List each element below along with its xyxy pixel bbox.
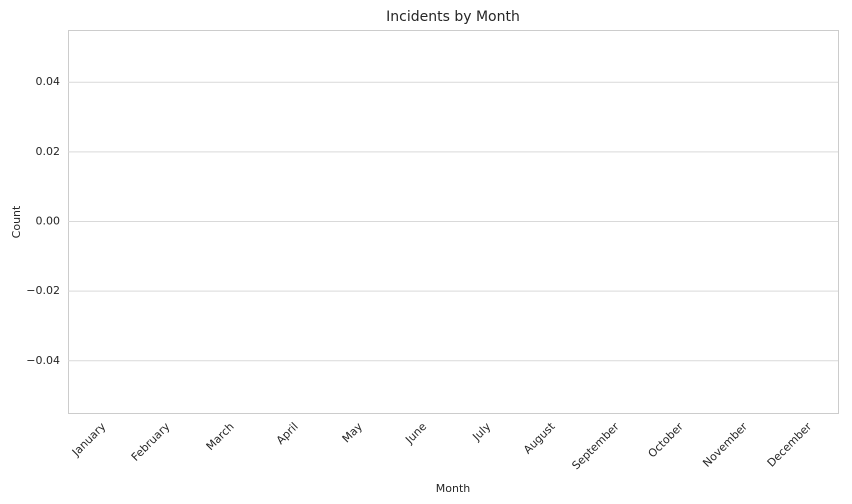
y-tick-label: 0.00 <box>36 215 61 228</box>
x-axis-label: Month <box>436 482 471 495</box>
x-tick-label: December <box>765 420 815 470</box>
x-tick-label: August <box>521 420 558 457</box>
x-tick-label: October <box>645 420 686 461</box>
x-tick-label: May <box>340 420 366 446</box>
x-tick-label: June <box>402 420 429 447</box>
x-tick-label: March <box>204 420 237 453</box>
y-tick-label: 0.04 <box>36 75 61 88</box>
x-tick-label: April <box>274 420 301 447</box>
y-axis-label: Count <box>10 205 23 238</box>
x-tick-label: January <box>69 420 109 460</box>
x-tick-label: September <box>569 420 622 473</box>
x-tick-label: November <box>700 420 750 470</box>
y-tick-label: 0.02 <box>36 145 61 158</box>
x-tick-label: July <box>469 420 493 444</box>
y-tick-label: −0.02 <box>26 284 60 297</box>
y-tick-label: −0.04 <box>26 354 60 367</box>
chart-title: Incidents by Month <box>386 9 520 25</box>
x-tick-label: February <box>129 420 173 464</box>
